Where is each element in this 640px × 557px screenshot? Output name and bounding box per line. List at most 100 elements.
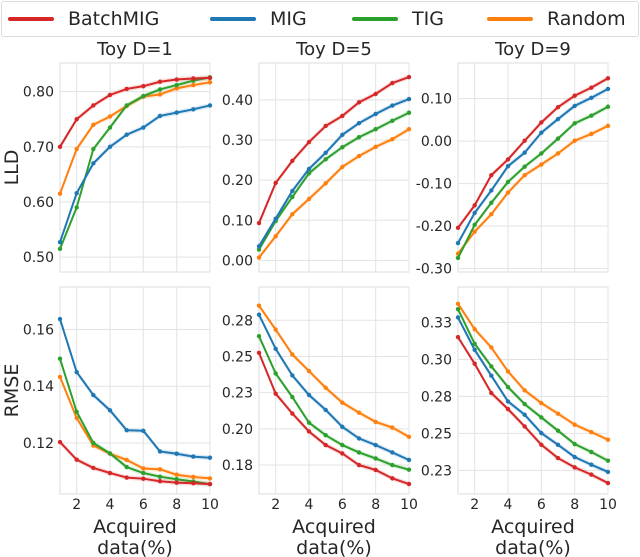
series-line: [59, 441, 211, 486]
subplot-5: 2 4 6 8 10 0.18 0.20 0.23 0.25 0.28 Acquireddata(%…: [222, 286, 418, 557]
legend-item-random: Random: [487, 2, 626, 36]
data-point: [57, 246, 63, 252]
data-point: [57, 191, 63, 196]
data-point: [323, 157, 328, 162]
data-point: [306, 166, 312, 172]
y-tick-label: 0.28: [421, 389, 452, 405]
y-axis-label: LLD: [1, 150, 23, 186]
data-point: [455, 315, 461, 320]
data-point: [174, 451, 179, 456]
data-point: [273, 346, 278, 352]
x-tick-label: 6: [537, 497, 546, 513]
x-axis-label: Acquired: [292, 516, 376, 538]
y-tick-label: -0.30: [416, 262, 452, 278]
series-line: [457, 317, 609, 473]
series-line: [258, 314, 410, 461]
data-point: [589, 472, 594, 477]
data-point: [323, 442, 328, 448]
y-tick-label: 0.70: [23, 140, 54, 156]
data-point: [572, 93, 577, 98]
data-point: [605, 480, 611, 486]
series-line: [59, 76, 211, 148]
series-batchmig: [256, 74, 412, 226]
data-point: [340, 132, 345, 138]
x-tick-label: 8: [172, 497, 181, 513]
data-point: [91, 440, 96, 446]
legend-item-tig: TIG: [352, 2, 444, 36]
data-point: [91, 146, 96, 152]
data-point: [157, 479, 163, 484]
data-point: [406, 126, 412, 132]
series-line: [258, 76, 410, 224]
data-point: [207, 75, 213, 81]
subplot-6: 2 4 6 8 10 0.23 0.25 0.28 0.30 0.33 Acquireddata(%…: [421, 286, 617, 557]
data-point: [340, 442, 345, 448]
x-tick-label: 4: [106, 497, 115, 513]
data-point: [572, 465, 577, 470]
data-point: [589, 429, 594, 435]
data-point: [455, 301, 461, 307]
series-mig: [256, 312, 412, 463]
data-point: [124, 457, 129, 463]
series-line: [457, 77, 609, 229]
data-point: [141, 93, 146, 99]
data-point: [605, 469, 611, 475]
data-point: [207, 455, 213, 460]
y-tick-label: 0.23: [421, 463, 452, 479]
legend-label: TIG: [412, 8, 444, 30]
series-line: [457, 105, 609, 259]
x-axis-label: Acquired: [93, 516, 177, 538]
data-point: [141, 125, 146, 130]
legend-label: Random: [547, 8, 626, 30]
y-tick-label: 0.30: [421, 352, 452, 368]
x-tick-label: 2: [470, 497, 479, 513]
data-point: [290, 394, 295, 400]
data-point: [539, 162, 544, 167]
data-point: [373, 467, 378, 473]
series-line: [258, 305, 410, 438]
data-point: [174, 480, 179, 485]
series-tig: [256, 110, 412, 253]
data-point: [390, 137, 395, 142]
data-point: [107, 144, 113, 150]
data-point: [555, 104, 561, 110]
data-point: [605, 104, 611, 109]
data-point: [107, 470, 113, 476]
data-point: [157, 92, 163, 97]
y-tick-label: 0.00: [421, 134, 452, 150]
data-point: [572, 422, 577, 427]
data-point: [390, 476, 395, 481]
data-point: [390, 80, 395, 86]
data-point: [406, 96, 412, 102]
data-point: [555, 455, 561, 461]
series-line: [258, 335, 410, 471]
subplot-1: 0.50 0.60 0.70 0.80 Toy D=1 LLD: [1, 39, 213, 273]
data-point: [455, 334, 461, 340]
y-tick-label: 0.80: [23, 85, 54, 101]
data-point: [605, 458, 611, 463]
x-tick-label: 10: [400, 497, 418, 513]
data-point: [572, 454, 577, 460]
data-point: [406, 481, 412, 487]
data-point: [572, 121, 577, 126]
data-point: [57, 240, 63, 245]
data-point: [390, 462, 395, 468]
data-point: [539, 400, 544, 406]
data-point: [406, 457, 412, 463]
series-line: [59, 104, 211, 243]
series-tig: [256, 333, 412, 473]
series-batchmig: [455, 334, 611, 486]
y-tick-label: 0.25: [222, 349, 253, 365]
data-point: [174, 86, 179, 91]
series-line: [258, 111, 410, 251]
subplot-title: Toy D=9: [494, 39, 571, 60]
data-point: [472, 341, 477, 346]
x-tick-label: 4: [305, 497, 314, 513]
data-point: [522, 424, 527, 429]
data-point: [589, 85, 594, 90]
data-point: [340, 145, 345, 150]
data-point: [455, 255, 461, 261]
data-point: [489, 200, 494, 205]
data-point: [306, 368, 312, 374]
data-point: [406, 467, 412, 472]
